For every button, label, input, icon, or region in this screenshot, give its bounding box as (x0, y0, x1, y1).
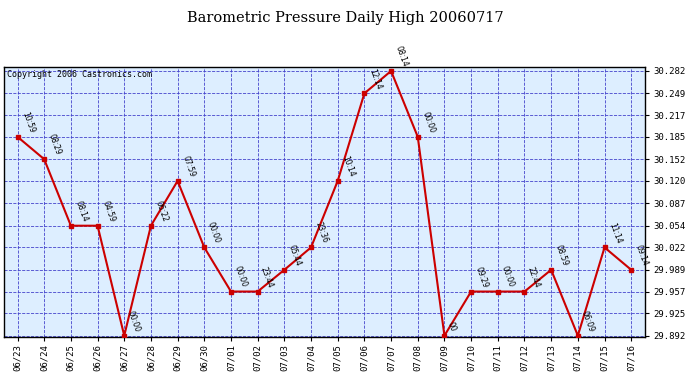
Text: 08:14: 08:14 (74, 200, 90, 223)
Text: 00: 00 (446, 321, 457, 333)
Text: 22:44: 22:44 (526, 265, 542, 289)
Text: 08:14: 08:14 (394, 45, 410, 68)
Text: 07:59: 07:59 (180, 154, 196, 178)
Text: 06:09: 06:09 (579, 309, 595, 333)
Text: 05:44: 05:44 (287, 243, 303, 267)
Text: Barometric Pressure Daily High 20060717: Barometric Pressure Daily High 20060717 (187, 11, 503, 25)
Text: 08:59: 08:59 (554, 243, 570, 267)
Text: 11:14: 11:14 (607, 221, 623, 245)
Text: 09:29: 09:29 (474, 265, 490, 289)
Text: 00:00: 00:00 (126, 309, 141, 333)
Text: 00:00: 00:00 (233, 265, 248, 289)
Text: 12:14: 12:14 (367, 67, 383, 91)
Text: Copyright 2006 Castronics.com: Copyright 2006 Castronics.com (8, 70, 152, 79)
Text: 00:00: 00:00 (420, 110, 436, 134)
Text: 10:14: 10:14 (340, 154, 356, 178)
Text: 04:59: 04:59 (100, 199, 116, 223)
Text: 10:59: 10:59 (20, 111, 36, 134)
Text: 23:44: 23:44 (259, 265, 275, 289)
Text: 00:00: 00:00 (499, 265, 515, 289)
Text: 06:22: 06:22 (154, 200, 170, 223)
Text: 08:29: 08:29 (47, 133, 63, 156)
Text: 09:14: 09:14 (634, 243, 650, 267)
Text: 00:00: 00:00 (206, 221, 221, 245)
Text: 23:36: 23:36 (314, 221, 330, 245)
